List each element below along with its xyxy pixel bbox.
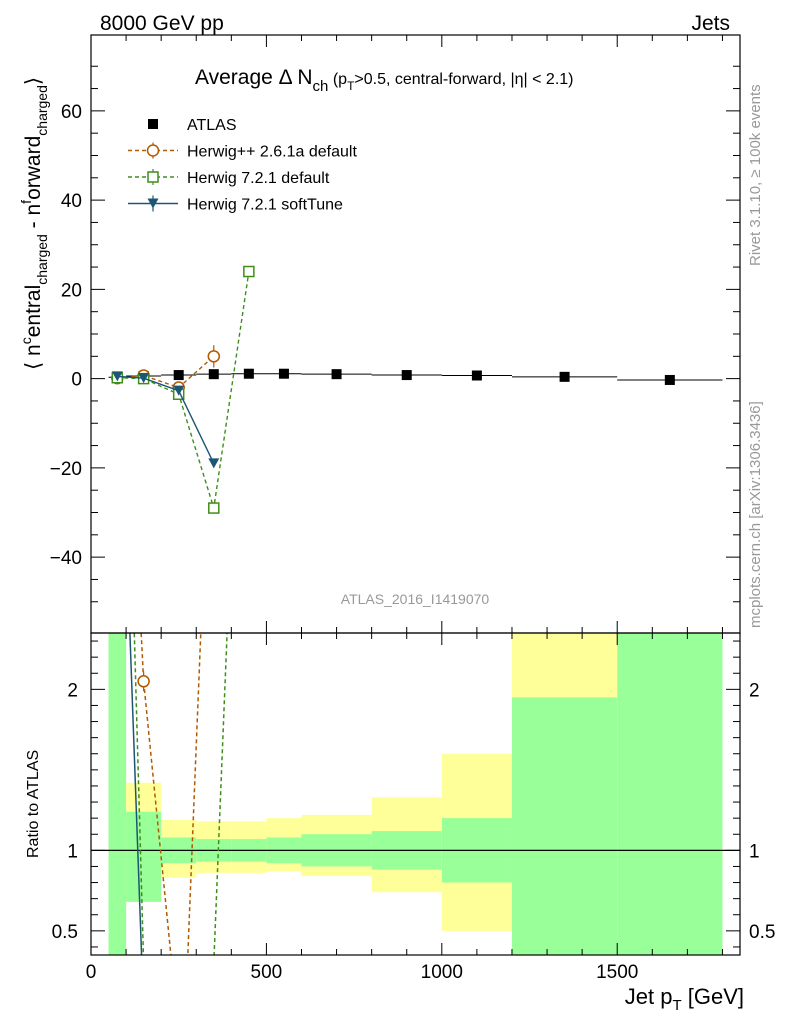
x-label-main: Jet p (625, 984, 673, 1009)
ratio-curve-1 (133, 633, 145, 955)
legend: ATLAS Herwig++ 2.6.1a default Herwig 7.2.1… (128, 117, 357, 214)
x-tick-label: 1000 (421, 962, 463, 983)
y-tick-label: −40 (50, 548, 82, 569)
side-label-mcplots: mcplots.cern.ch [arXiv:1306.3436] (747, 401, 764, 628)
data-point (208, 369, 219, 380)
ratio-tick-label-right: 1 (749, 841, 760, 862)
x-tick-label: 500 (251, 962, 283, 983)
legend-marker (147, 171, 159, 183)
header-process-label: Jets (691, 12, 730, 35)
y-label-sub2: charged (34, 85, 50, 136)
data-point (559, 371, 570, 382)
chart-title-sub: ch (313, 78, 329, 95)
ratio-curve-2 (129, 633, 143, 955)
y-tick-label: 0 (71, 370, 82, 391)
y-label-mid1: entral (22, 285, 45, 338)
header-energy-label: 8000 GeV pp (100, 12, 224, 35)
series-2 (111, 265, 255, 514)
y-label-sup1: c (18, 337, 34, 344)
series-3 (111, 371, 220, 469)
series-0 (108, 368, 723, 385)
ratio-tick-label-left: 0.5 (52, 922, 78, 943)
y-label-mid2: - n (22, 204, 45, 234)
legend-label: ATLAS (187, 117, 237, 134)
ratio-tick-label-right: 2 (749, 680, 760, 701)
x-tick-label: 0 (86, 962, 97, 983)
y-label-sub1: charged (34, 234, 50, 285)
ratio-tick-label-right: 0.5 (749, 922, 775, 943)
data-point (208, 502, 220, 514)
legend-label: Herwig 7.2.1 softTune (187, 197, 343, 214)
series-line-3 (117, 375, 215, 464)
ratio-curve-1-b (213, 633, 228, 955)
data-point (278, 368, 289, 379)
main-plot (108, 265, 723, 514)
ratio-tick-label-left: 2 (67, 680, 78, 701)
y-label-sup2: f (18, 200, 34, 204)
chart-title-tail-sub: T (347, 79, 355, 93)
data-point (401, 370, 412, 381)
analysis-watermark: ATLAS_2016_I1419070 (341, 591, 490, 607)
data-point (173, 370, 184, 381)
data-point (471, 370, 482, 381)
ratio-curve-0 (140, 633, 202, 955)
data-point (138, 373, 150, 384)
ratio-marker (137, 675, 150, 688)
x-label-sub: T (672, 997, 681, 1014)
legend-marker (147, 198, 159, 209)
data-point (664, 374, 675, 385)
y-label-open: ⟨ n (22, 344, 45, 370)
ratio-band-green-0 (108, 633, 127, 955)
ratio-band-green-10 (617, 633, 723, 955)
ratio-y-axis-label: Ratio to ATLAS (25, 750, 42, 858)
data-point (208, 458, 220, 469)
legend-label: Herwig 7.2.1 default (187, 170, 330, 187)
y-label-close: ⟩ (22, 77, 45, 85)
axes: 0 500 1000 1500 −40 −20 0 20 40 60 0.5 0.5 1 1 2 2 (50, 34, 775, 983)
data-point (111, 371, 123, 382)
chart-title-tail-rest: >0.5, central-forward, |η| < 2.1) (354, 71, 573, 88)
data-point (243, 265, 255, 278)
y-tick-label: 60 (61, 102, 82, 123)
data-point (243, 368, 254, 379)
ratio-plot (91, 633, 740, 955)
ratio-tick-label-left: 1 (67, 841, 78, 862)
ratio-frame (90, 632, 741, 956)
ratio-bands (108, 633, 723, 955)
legend-marker (148, 119, 158, 129)
y-tick-label: 40 (61, 191, 82, 212)
chart-title: Average Δ Nch (pT>0.5, central-forward, … (195, 66, 574, 95)
x-axis-label: Jet pT [GeV] (625, 984, 744, 1014)
legend-marker (146, 144, 160, 157)
ratio-band-green-9 (511, 697, 618, 955)
y-axis-label: ⟨ ncentralcharged - nforwardcharged⟩ (18, 77, 50, 370)
side-label-rivet: Rivet 3.1.10, ≥ 100k events (747, 84, 764, 266)
y-tick-label: 20 (61, 280, 82, 301)
data-point (173, 385, 185, 396)
x-label-rest: [GeV] (682, 984, 744, 1009)
x-tick-label: 1500 (596, 962, 638, 983)
y-tick-label: −20 (50, 459, 82, 480)
chart-title-tail-open: (p (328, 71, 347, 88)
data-point (331, 369, 342, 380)
series-line-1 (117, 355, 215, 389)
y-label-mid3: orward (22, 136, 45, 200)
data-point (207, 350, 221, 363)
chart-title-main: Average Δ N (195, 66, 313, 89)
ratio-band-green-1 (126, 811, 162, 902)
legend-label: Herwig++ 2.6.1a default (187, 144, 357, 161)
